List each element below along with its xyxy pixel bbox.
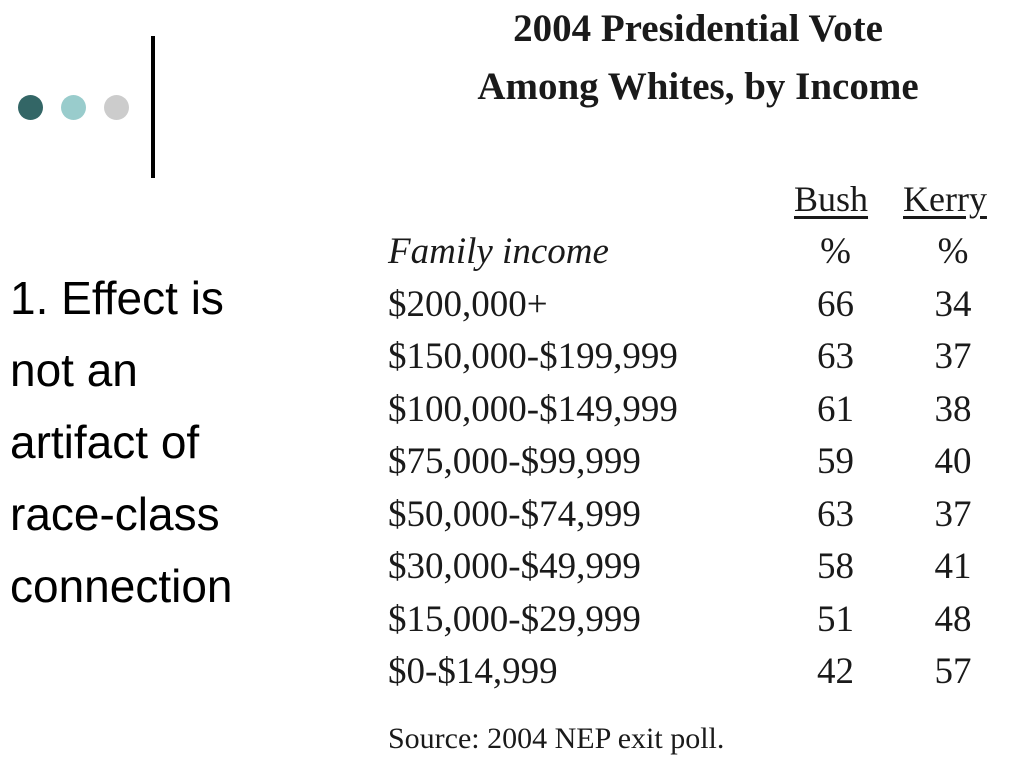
income-bracket: $15,000-$29,999 [388, 598, 641, 640]
vote-table-figure: 2004 Presidential Vote Among Whites, by … [388, 0, 1024, 768]
bullet-line: artifact of [10, 416, 200, 468]
dot-gray [104, 95, 129, 120]
kerry-percent: 48 [934, 598, 972, 640]
bush-percent: 51 [817, 598, 854, 640]
bush-percent: 63 [817, 336, 854, 377]
row-label-header: Family income [388, 231, 609, 272]
kerry-percent: 40 [934, 441, 972, 482]
bush-percent: 59 [817, 441, 854, 482]
income-bracket: $75,000-$99,999 [388, 441, 641, 482]
table-row: $15,000-$29,999 51 48 [388, 594, 1018, 647]
income-bracket: $0-$14,999 [388, 651, 558, 692]
kerry-percent: 38 [934, 388, 972, 430]
bullet-line: connection [10, 560, 233, 612]
column-header-kerry: Kerry [903, 179, 987, 219]
income-bracket: $200,000+ [388, 283, 548, 325]
bullet-line: not an [10, 344, 138, 396]
dot-dark-teal [18, 95, 43, 120]
bullet-line: race-class [10, 488, 220, 540]
unit-kerry: % [937, 231, 969, 272]
bush-percent: 42 [817, 651, 854, 692]
dot-light-teal [61, 95, 86, 120]
kerry-percent: 41 [934, 546, 972, 587]
bush-percent: 58 [817, 546, 854, 587]
table-row: $30,000-$49,999 58 41 [388, 541, 1018, 594]
table-row: $100,000-$149,999 61 38 [388, 384, 1018, 437]
table-header-row: Family income % % [388, 226, 1018, 279]
table-row: $75,000-$99,999 59 40 [388, 436, 1018, 489]
kerry-percent: 37 [934, 336, 972, 377]
income-bracket: $30,000-$49,999 [388, 546, 641, 587]
kerry-percent: 34 [934, 283, 972, 325]
bullet-line: 1. Effect is [10, 272, 224, 324]
unit-bush: % [820, 231, 851, 272]
column-header-bush: Bush [794, 179, 869, 219]
income-bracket: $150,000-$199,999 [388, 336, 678, 377]
vertical-divider [151, 36, 155, 178]
bush-percent: 61 [817, 388, 854, 430]
table-row: $150,000-$199,999 63 37 [388, 331, 1018, 384]
table-row: $0-$14,999 42 57 [388, 646, 1018, 699]
bush-percent: 66 [817, 283, 854, 325]
figure-title: 2004 Presidential Vote [513, 7, 883, 50]
table-row: $50,000-$74,999 63 37 [388, 489, 1018, 542]
table-row: $200,000+ 66 34 [388, 279, 1018, 332]
kerry-percent: 37 [934, 493, 972, 535]
decorative-dots [18, 95, 138, 121]
income-bracket: $50,000-$74,999 [388, 493, 641, 535]
table-body: Family income % % $200,000+ 66 34 $150,0… [388, 226, 1018, 699]
source-note: Source: 2004 NEP exit poll. [388, 722, 725, 755]
bullet-text: 1. Effect is not an artifact of race-cla… [10, 262, 340, 622]
kerry-percent: 57 [934, 651, 972, 692]
figure-title: Among Whites, by Income [477, 65, 919, 108]
bush-percent: 63 [817, 493, 854, 535]
income-bracket: $100,000-$149,999 [388, 388, 678, 430]
